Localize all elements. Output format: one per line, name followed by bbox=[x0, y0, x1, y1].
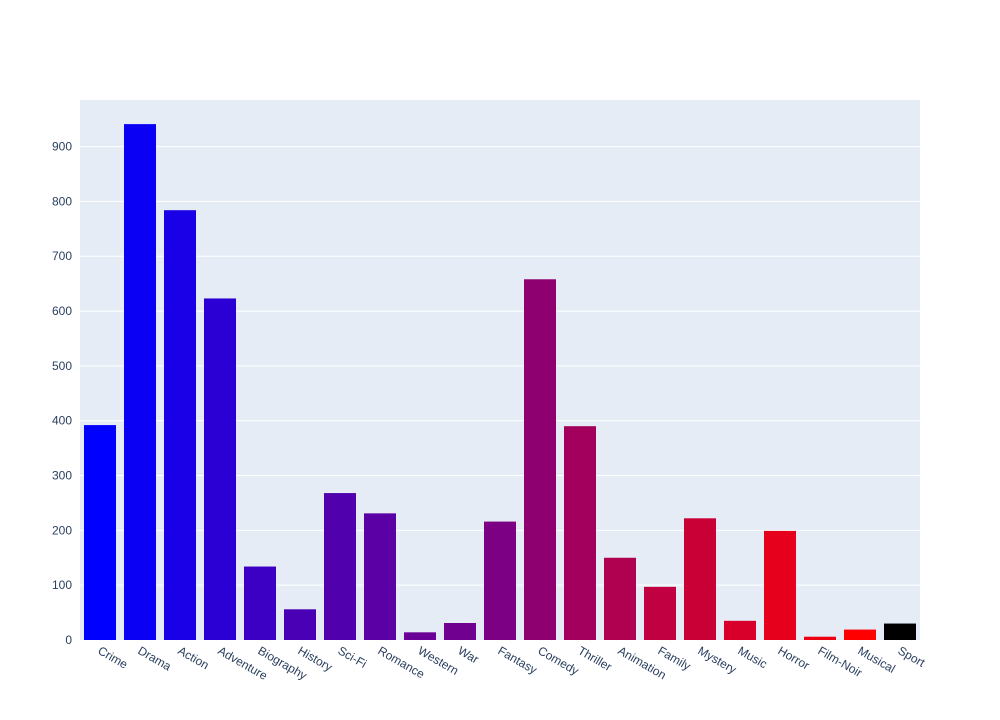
bar-sport[interactable] bbox=[884, 623, 916, 640]
x-tick-label: Crime bbox=[96, 643, 131, 671]
y-tick-label: 400 bbox=[52, 414, 72, 428]
bar-adventure[interactable] bbox=[204, 298, 236, 640]
x-tick-label: Drama bbox=[136, 643, 174, 673]
x-tick-label: Action bbox=[176, 643, 212, 672]
y-axis: 0 100 200 300 400 500 600 700 800 900 bbox=[52, 140, 72, 647]
x-tick-label: Mystery bbox=[696, 643, 739, 676]
bar-biography[interactable] bbox=[244, 566, 276, 640]
bar-history[interactable] bbox=[284, 609, 316, 640]
y-tick-label: 600 bbox=[52, 304, 72, 318]
bar-musical[interactable] bbox=[844, 629, 876, 640]
y-tick-label: 300 bbox=[52, 469, 72, 483]
bar-crime[interactable] bbox=[84, 425, 116, 640]
y-tick-label: 0 bbox=[65, 633, 72, 647]
bar-romance[interactable] bbox=[364, 513, 396, 640]
bar-western[interactable] bbox=[404, 632, 436, 640]
x-tick-label: Sport bbox=[896, 643, 928, 670]
bar-family[interactable] bbox=[644, 586, 676, 640]
x-tick-label: Horror bbox=[776, 643, 812, 672]
bar-sci-fi[interactable] bbox=[324, 493, 356, 640]
bar-thriller[interactable] bbox=[564, 426, 596, 640]
x-tick-label: Music bbox=[736, 643, 770, 671]
bars bbox=[84, 124, 916, 641]
x-tick-label: Comedy bbox=[536, 643, 582, 677]
bar-comedy[interactable] bbox=[524, 279, 556, 640]
y-tick-label: 100 bbox=[52, 578, 72, 592]
y-tick-label: 800 bbox=[52, 194, 72, 208]
bar-film-noir[interactable] bbox=[804, 636, 836, 640]
bar-horror[interactable] bbox=[764, 530, 796, 640]
x-tick-label: Film-Noir bbox=[816, 643, 865, 679]
x-tick-label: War bbox=[456, 643, 482, 666]
x-tick-label: Fantasy bbox=[496, 643, 540, 676]
x-tick-label: Thriller bbox=[576, 643, 615, 673]
bar-mystery[interactable] bbox=[684, 518, 716, 640]
bar-music[interactable] bbox=[724, 620, 756, 640]
x-axis: Crime Drama Action AdventureBiographyHistor… bbox=[96, 643, 928, 683]
bar-drama[interactable] bbox=[124, 124, 156, 640]
bar-fantasy[interactable] bbox=[484, 521, 516, 640]
y-tick-label: 700 bbox=[52, 249, 72, 263]
y-tick-label: 900 bbox=[52, 140, 72, 154]
bar-animation[interactable] bbox=[604, 557, 636, 640]
y-tick-label: 200 bbox=[52, 523, 72, 537]
x-tick-label: Sci-Fi bbox=[336, 643, 370, 670]
y-tick-label: 500 bbox=[52, 359, 72, 373]
bar-action[interactable] bbox=[164, 210, 196, 641]
bar-war[interactable] bbox=[444, 623, 476, 640]
